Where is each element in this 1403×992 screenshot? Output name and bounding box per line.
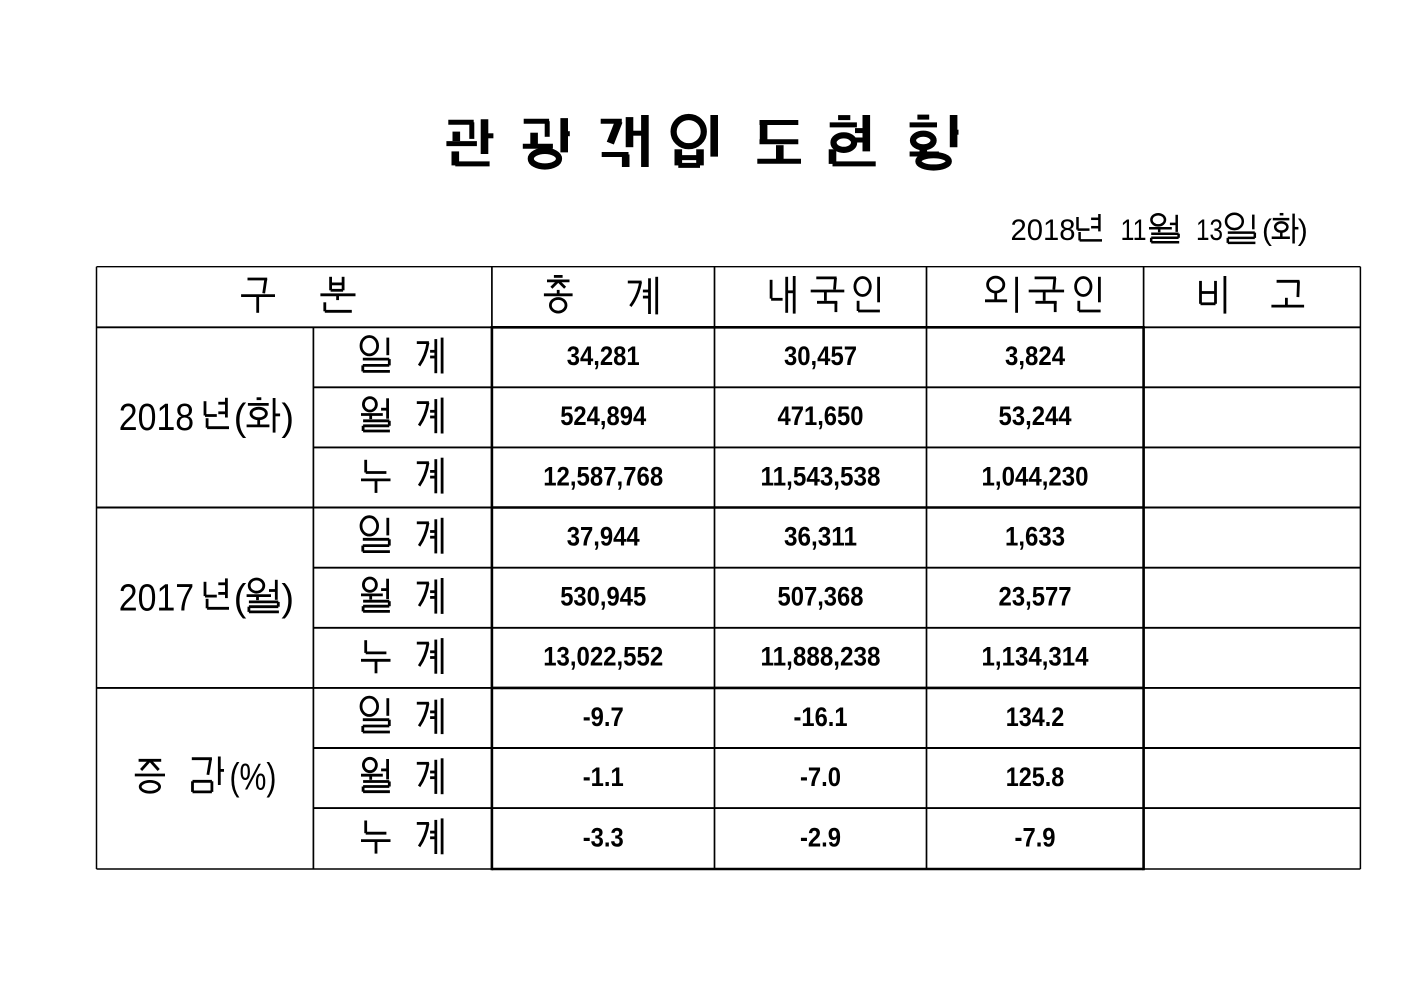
- svg-text:): ): [281, 397, 294, 439]
- svg-text:(: (: [1262, 214, 1272, 247]
- svg-text:(: (: [234, 578, 247, 620]
- svg-text:37,944: 37,944: [567, 521, 640, 551]
- svg-text:125.8: 125.8: [1006, 762, 1065, 792]
- svg-text:(: (: [234, 397, 247, 439]
- svg-text:13,022,552: 13,022,552: [543, 642, 663, 672]
- svg-text:36,311: 36,311: [784, 521, 857, 551]
- svg-text:): ): [281, 578, 294, 620]
- svg-text:134.2: 134.2: [1006, 702, 1065, 732]
- svg-text:30,457: 30,457: [784, 341, 857, 371]
- svg-text:471,650: 471,650: [778, 401, 864, 431]
- svg-text:): ): [1298, 214, 1308, 247]
- svg-text:-7.0: -7.0: [800, 762, 841, 792]
- svg-text:(%): (%): [230, 757, 277, 799]
- svg-text:2018: 2018: [119, 397, 194, 439]
- svg-text:1,134,314: 1,134,314: [982, 642, 1089, 672]
- svg-text:-7.9: -7.9: [1015, 822, 1056, 852]
- svg-text:11,543,538: 11,543,538: [761, 461, 881, 491]
- svg-text:-1.1: -1.1: [583, 762, 624, 792]
- svg-text:-2.9: -2.9: [800, 822, 841, 852]
- svg-text:524,894: 524,894: [560, 401, 646, 431]
- svg-text:12,587,768: 12,587,768: [543, 461, 663, 491]
- svg-text:-16.1: -16.1: [794, 702, 848, 732]
- svg-text:1,633: 1,633: [1005, 521, 1065, 551]
- svg-text:2018: 2018: [1011, 214, 1076, 247]
- svg-text:-3.3: -3.3: [583, 822, 624, 852]
- svg-text:2017: 2017: [119, 578, 194, 620]
- svg-text:23,577: 23,577: [999, 582, 1072, 612]
- svg-text:11: 11: [1121, 214, 1147, 247]
- svg-text:53,244: 53,244: [999, 401, 1072, 431]
- svg-text:3,824: 3,824: [1005, 341, 1065, 371]
- svg-text:530,945: 530,945: [560, 582, 646, 612]
- svg-text:11,888,238: 11,888,238: [761, 642, 881, 672]
- svg-text:507,368: 507,368: [778, 582, 864, 612]
- svg-text:34,281: 34,281: [567, 341, 640, 371]
- svg-text:-9.7: -9.7: [583, 702, 624, 732]
- svg-text:1,044,230: 1,044,230: [982, 461, 1089, 491]
- svg-text:13: 13: [1196, 214, 1223, 247]
